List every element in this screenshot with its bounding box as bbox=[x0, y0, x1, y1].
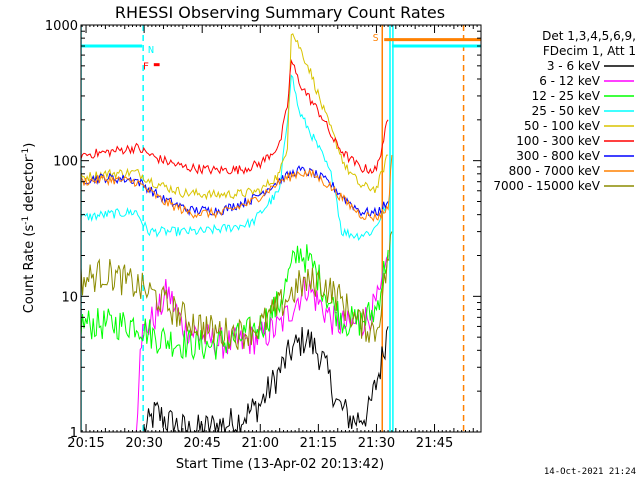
annotation-markers: NF S bbox=[143, 33, 379, 72]
series-line bbox=[135, 255, 389, 432]
legend-entry-label: 800 - 7000 keV bbox=[509, 164, 601, 178]
y-tick-label: 1 bbox=[70, 426, 78, 441]
series-layer bbox=[81, 33, 393, 432]
chart-title: RHESSI Observing Summary Count Rates bbox=[115, 3, 445, 22]
status-markers bbox=[81, 25, 481, 432]
legend-entry-label: 12 - 25 keV bbox=[532, 89, 601, 103]
legend-entry-label: 3 - 6 keV bbox=[547, 59, 601, 73]
series-line bbox=[81, 165, 389, 217]
annotation-s: S bbox=[373, 33, 379, 44]
x-tick-label: 21:15 bbox=[300, 436, 337, 451]
y-tick-label: 10 bbox=[61, 290, 78, 305]
x-tick-label: 21:00 bbox=[242, 436, 279, 451]
legend-header-2: FDecim 1, Att 1 bbox=[543, 44, 636, 58]
legend-entry-label: 7000 - 15000 keV bbox=[493, 179, 600, 193]
x-tick-label: 21:45 bbox=[416, 436, 453, 451]
legend-entry-label: 100 - 300 keV bbox=[516, 134, 600, 148]
series-line bbox=[143, 326, 389, 432]
legend-entry-label: 6 - 12 keV bbox=[539, 74, 601, 88]
x-tick-label: 20:30 bbox=[125, 436, 162, 451]
plot-frame bbox=[80, 24, 482, 433]
legend: Det 1,3,4,5,6,9, FDecim 1, Att 1 3 - 6 k… bbox=[493, 29, 636, 193]
series-line bbox=[81, 58, 389, 175]
series-line bbox=[81, 155, 393, 223]
annotation-n: N bbox=[148, 45, 154, 56]
y-tick-label: 1000 bbox=[45, 19, 78, 34]
x-tick-label: 21:30 bbox=[358, 436, 395, 451]
series-line bbox=[81, 33, 389, 201]
y-axis-label: Count Rate (s-1 detector-1) bbox=[21, 143, 37, 314]
legend-header-1: Det 1,3,4,5,6,9, bbox=[542, 29, 636, 43]
series-line bbox=[81, 231, 393, 350]
legend-entry-label: 300 - 800 keV bbox=[516, 149, 600, 163]
x-tick-label: 20:15 bbox=[67, 436, 104, 451]
y-tick-label: 100 bbox=[53, 155, 78, 170]
series-line bbox=[81, 244, 389, 361]
legend-entry-label: 25 - 50 keV bbox=[532, 104, 601, 118]
annotation-f: F bbox=[143, 61, 149, 72]
axis-ticks: 20:15 20:30 20:45 21:00 21:15 21:30 21:45 1 10 10… bbox=[45, 19, 482, 451]
legend-entry-label: 50 - 100 keV bbox=[524, 119, 601, 133]
footer-timestamp: 14-Oct-2021 21:24 bbox=[544, 467, 636, 477]
x-axis-label: Start Time (13-Apr-02 20:13:42) bbox=[176, 457, 384, 472]
x-tick-label: 20:45 bbox=[183, 436, 220, 451]
